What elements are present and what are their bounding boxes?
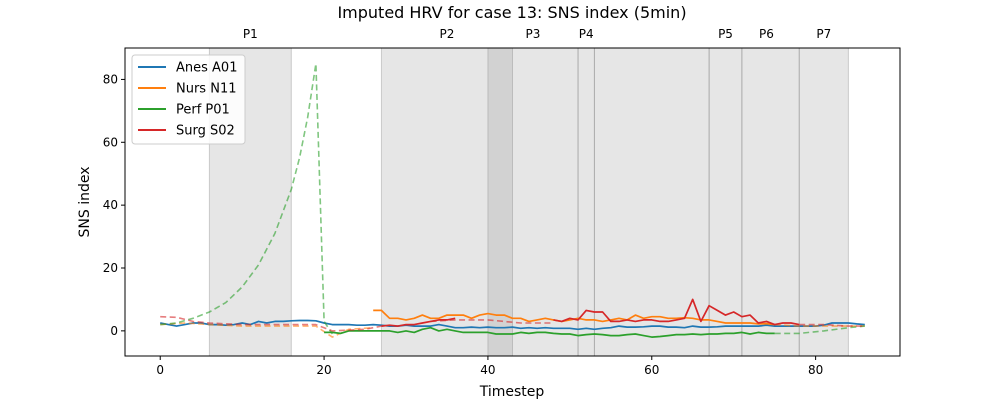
plot-frame	[124, 47, 901, 357]
x-axis-label: Timestep	[479, 384, 545, 400]
phase-band-3	[487, 47, 579, 357]
legend: Anes A01 Nurs N11 Perf P01 Surg S02	[131, 54, 246, 145]
x-tick-label: 80	[808, 363, 823, 377]
y-tick-label: 20	[103, 261, 118, 275]
series-line-surg-s02-solid-3	[381, 317, 456, 327]
series-line-anes-a01-solid-1	[160, 319, 865, 331]
x-tick-label: 0	[156, 363, 164, 377]
y-tick-label: 60	[103, 135, 118, 149]
series-line-surg-s02-solid-4	[553, 298, 800, 326]
legend-label-nurs-n11: Nurs N11	[176, 82, 236, 97]
phase-label-p4: P4	[579, 27, 594, 41]
chart-title: Imputed HRV for case 13: SNS index (5min…	[337, 3, 686, 22]
y-tick-label: 0	[110, 324, 118, 338]
y-tick-label: 80	[103, 72, 118, 86]
x-axis: 0 20 40 60 80	[156, 356, 823, 377]
series-line-nurs-n11-dashed-3	[774, 323, 865, 327]
phase-band-8	[798, 47, 849, 357]
x-tick-label: 60	[644, 363, 659, 377]
phase-band-6	[708, 47, 743, 357]
phase-label-p3: P3	[526, 27, 541, 41]
series-line-perf-p01-dashed-3	[774, 325, 865, 335]
phase-label-p7: P7	[816, 27, 831, 41]
y-axis: 0 20 40 60 80	[103, 72, 125, 338]
phase-label-p5: P5	[718, 27, 733, 41]
y-axis-label: SNS index	[77, 167, 93, 238]
series-line-surg-s02-dashed-1	[160, 315, 382, 332]
phase-band-7	[741, 47, 800, 357]
phase-label-p1: P1	[243, 27, 258, 41]
phase-labels: P1 P2 P3 P4 P5 P6 P7	[243, 27, 831, 41]
x-tick-label: 40	[480, 363, 495, 377]
phase-label-p6: P6	[759, 27, 774, 41]
series-layer	[160, 62, 865, 338]
x-tick-label: 20	[316, 363, 331, 377]
phase-band-5	[593, 47, 710, 357]
series-line-perf-p01-dashed-1	[160, 62, 333, 335]
legend-label-surg-s02: Surg S02	[176, 124, 235, 139]
phase-label-p2: P2	[440, 27, 455, 41]
y-tick-label: 40	[103, 198, 118, 212]
legend-box	[131, 54, 246, 145]
legend-label-anes-a01: Anes A01	[176, 61, 237, 76]
series-line-nurs-n11-dashed-1	[160, 322, 374, 338]
series-line-perf-p01-solid-2	[324, 326, 775, 338]
legend-label-perf-p01: Perf P01	[176, 103, 230, 118]
series-line-surg-s02-dashed-5	[799, 323, 865, 327]
series-line-surg-s02-dashed-2	[430, 319, 554, 324]
